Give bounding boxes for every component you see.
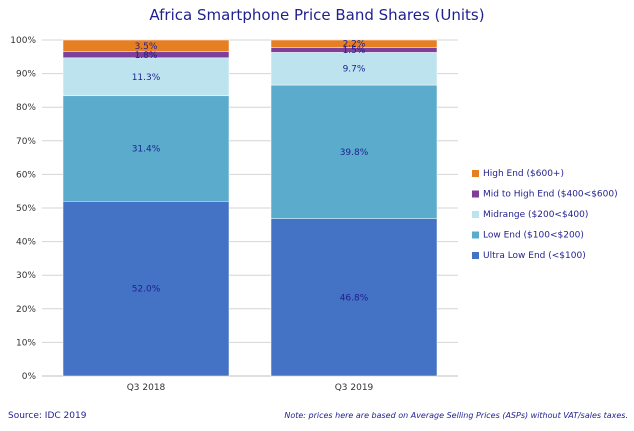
data-label-1-4: 2.2% — [343, 40, 366, 50]
bar-segment-0-4 — [62, 39, 230, 53]
y-tick-label-6: 60% — [16, 170, 36, 180]
legend-label-4: High End ($600+) — [483, 169, 564, 179]
legend-label-1: Low End ($100<$200) — [483, 231, 584, 241]
y-tick-label-0: 0% — [22, 372, 37, 382]
legend-swatch-3 — [472, 190, 479, 198]
bar-segment-0-2 — [62, 57, 230, 97]
bar-segment-1-2 — [270, 52, 438, 86]
legend-label-0: Ultra Low End (<$100) — [483, 251, 586, 261]
data-label-1-0: 46.8% — [340, 293, 369, 303]
price-note: Note: prices here are based on Average S… — [284, 411, 628, 420]
legend-swatch-2 — [472, 211, 479, 218]
category-label-0: Q3 2018 — [127, 383, 166, 393]
category-label-1: Q3 2019 — [335, 383, 374, 393]
y-tick-label-2: 20% — [16, 305, 36, 315]
data-label-1-3: 1.5% — [343, 46, 366, 56]
y-tick-label-7: 70% — [16, 137, 36, 147]
data-label-0-4: 3.5% — [135, 42, 158, 52]
bar-segment-1-4 — [270, 39, 438, 48]
bar-segment-0-0 — [62, 201, 230, 377]
y-tick-label-8: 80% — [16, 103, 36, 113]
y-tick-label-10: 100% — [10, 36, 36, 46]
data-label-0-3: 1.8% — [135, 51, 158, 61]
y-tick-label-5: 50% — [16, 204, 36, 214]
bar-segment-0-1 — [62, 95, 230, 202]
source-note: Source: IDC 2019 — [8, 411, 87, 421]
bars — [62, 39, 438, 377]
legend-swatch-0 — [472, 252, 479, 259]
data-label-0-0: 52.0% — [132, 285, 161, 295]
legend: High End ($600+) Mid to High End ($400<$6… — [472, 169, 618, 261]
data-label-1-1: 39.8% — [340, 148, 369, 158]
y-tick-label-3: 30% — [16, 271, 36, 281]
y-tick-label-9: 90% — [16, 70, 36, 80]
y-tick-label-1: 10% — [16, 338, 36, 348]
data-label-1-2: 9.7% — [343, 65, 366, 75]
legend-label-3: Mid to High End ($400<$600) — [483, 190, 618, 200]
chart-title: Africa Smartphone Price Band Shares (Uni… — [149, 6, 485, 24]
legend-swatch-4 — [472, 170, 479, 177]
bar-segment-1-1 — [270, 84, 438, 220]
data-label-0-1: 31.4% — [132, 145, 161, 155]
data-label-0-2: 11.3% — [132, 73, 161, 83]
legend-swatch-1 — [472, 231, 479, 239]
bar-segment-1-0 — [270, 218, 438, 377]
legend-label-2: Midrange ($200<$400) — [483, 210, 588, 220]
y-tick-label-4: 40% — [16, 238, 36, 248]
labels: 52.0% 31.4% 11.3% 1.8%3.5% Q3 2018 46.8% 39.8%… — [127, 40, 374, 393]
